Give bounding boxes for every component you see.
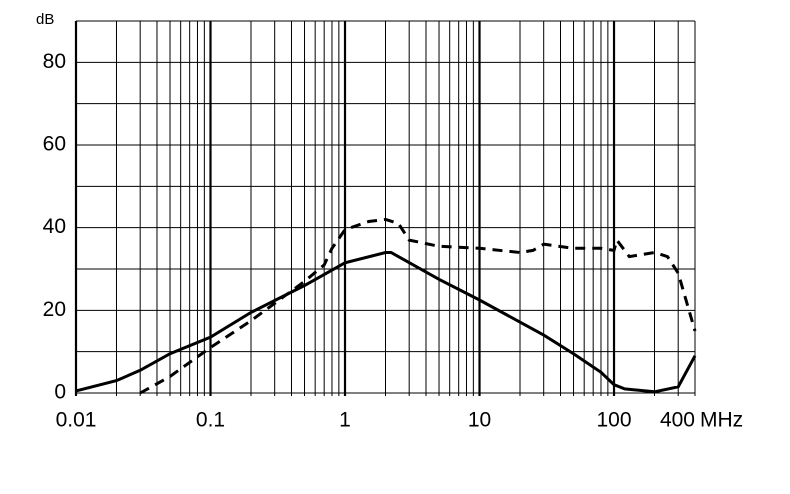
x-unit: MHz (700, 409, 743, 432)
y-tick-label: 80 (43, 50, 66, 73)
y-tick-label: 0 (54, 381, 66, 404)
curve (75, 251, 697, 394)
y-tick-label: 60 (43, 133, 66, 156)
y-tick-label: 40 (43, 215, 66, 238)
x-tick-label: 100 (596, 409, 631, 432)
x-tick-label: 0.1 (196, 409, 225, 432)
x-tick-label: 0.01 (56, 409, 97, 432)
y-tick-label: 20 (43, 298, 66, 321)
curve (139, 217, 697, 395)
x-tick-label: 10 (468, 409, 491, 432)
y-unit: dB (36, 11, 54, 28)
x-tick-label: 1 (339, 409, 351, 432)
x-tick-label: 400 (660, 409, 695, 432)
